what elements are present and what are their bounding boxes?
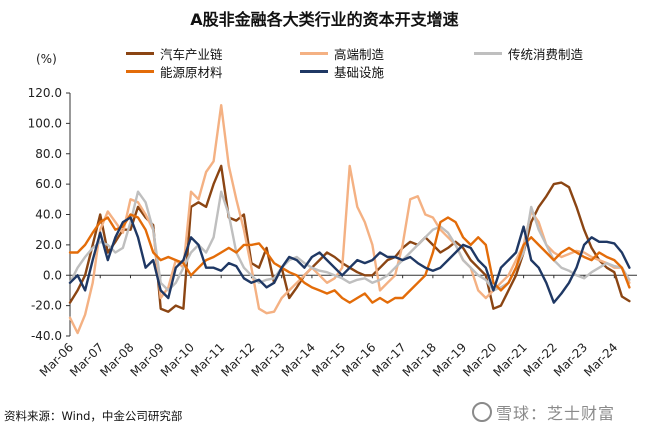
legend-label-highend: 高端制造 — [334, 47, 385, 62]
y-tick-label: 0.0 — [43, 268, 62, 282]
legend-label-auto: 汽车产业链 — [160, 47, 223, 62]
legend-swatch-consumer — [474, 52, 502, 55]
x-tick-label: Mar-24 — [581, 340, 620, 379]
y-tick-label: 40.0 — [35, 208, 62, 222]
legend-swatch-energy — [126, 70, 154, 73]
chart-title: A股非金融各大类行业的资本开支增速 — [190, 10, 459, 29]
y-tick-label: 120.0 — [28, 86, 62, 100]
watermark: 雪球：芝士财富 — [472, 400, 615, 424]
y-tick-label: 60.0 — [35, 177, 62, 191]
y-axis: -40.0 -20.0 0.0 20.0 40.0 60.0 80.0 100.0 120.0 — [28, 86, 71, 343]
snowball-logo-icon — [472, 402, 492, 422]
series-line-infra — [68, 216, 631, 304]
legend-item-energy: 能源原材料 — [126, 62, 223, 81]
y-tick-label: -40.0 — [31, 329, 62, 343]
legend-label-consumer: 传统消费制造 — [508, 47, 584, 62]
source-note: 资料来源：Wind，中金公司研究部 — [4, 409, 183, 423]
legend-item-auto: 汽车产业链 — [126, 44, 223, 63]
y-tick-label: 80.0 — [35, 147, 62, 161]
chart-legend: 汽车产业链 高端制造 传统消费制造 能源原材料 基础设施 — [126, 44, 646, 84]
legend-swatch-highend — [300, 52, 328, 55]
series-line-consumer — [68, 190, 631, 292]
legend-swatch-auto — [126, 52, 154, 55]
series-line-energy — [68, 213, 631, 304]
series-line-highend — [68, 104, 631, 335]
legend-label-energy: 能源原材料 — [160, 65, 223, 80]
y-tick-label: 20.0 — [35, 238, 62, 252]
x-axis: Mar-06Mar-07Mar-08Mar-09Mar-10Mar-11Mar-… — [37, 274, 637, 379]
watermark-text: 雪球：芝士财富 — [496, 404, 616, 423]
legend-label-infra: 基础设施 — [334, 65, 385, 80]
legend-item-infra: 基础设施 — [300, 62, 384, 81]
y-axis-unit-label: (%) — [36, 52, 57, 66]
legend-item-consumer: 传统消费制造 — [474, 44, 583, 63]
legend-swatch-infra — [300, 70, 328, 73]
y-tick-label: 100.0 — [28, 116, 62, 130]
y-tick-label: -20.0 — [31, 299, 62, 313]
series-lines — [68, 104, 631, 335]
legend-item-highend: 高端制造 — [300, 44, 384, 63]
